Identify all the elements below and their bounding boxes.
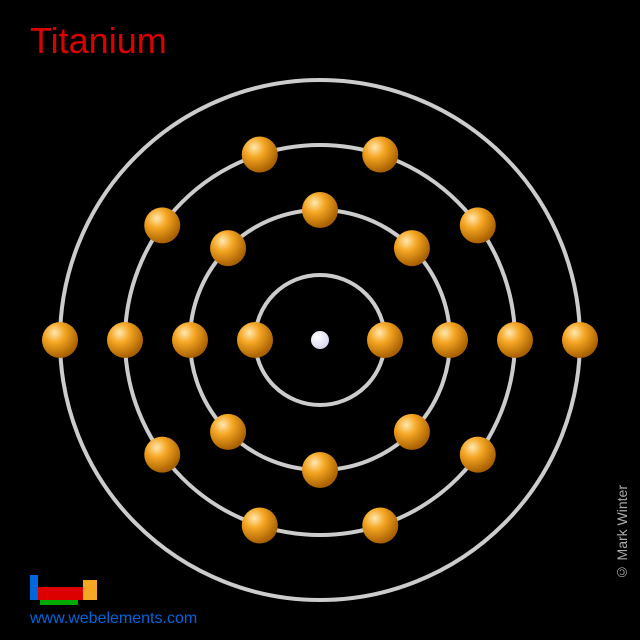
electron (302, 452, 338, 488)
electron (210, 414, 246, 450)
electron (362, 507, 398, 543)
electron (242, 137, 278, 173)
electron (460, 437, 496, 473)
atom-diagram (0, 0, 640, 640)
electron (237, 322, 273, 358)
nucleus (311, 331, 329, 349)
copyright-text: © Mark Winter (614, 485, 630, 580)
electron (432, 322, 468, 358)
electron (367, 322, 403, 358)
electron (562, 322, 598, 358)
electron (144, 437, 180, 473)
electron (210, 230, 246, 266)
electron (144, 207, 180, 243)
electron (302, 192, 338, 228)
source-url: www.webelements.com (30, 610, 197, 628)
electron (394, 414, 430, 450)
electron (42, 322, 78, 358)
electron (460, 207, 496, 243)
electron (394, 230, 430, 266)
electron (242, 507, 278, 543)
electron (362, 137, 398, 173)
electron (497, 322, 533, 358)
webelements-logo (30, 575, 110, 605)
electron (172, 322, 208, 358)
electron (107, 322, 143, 358)
